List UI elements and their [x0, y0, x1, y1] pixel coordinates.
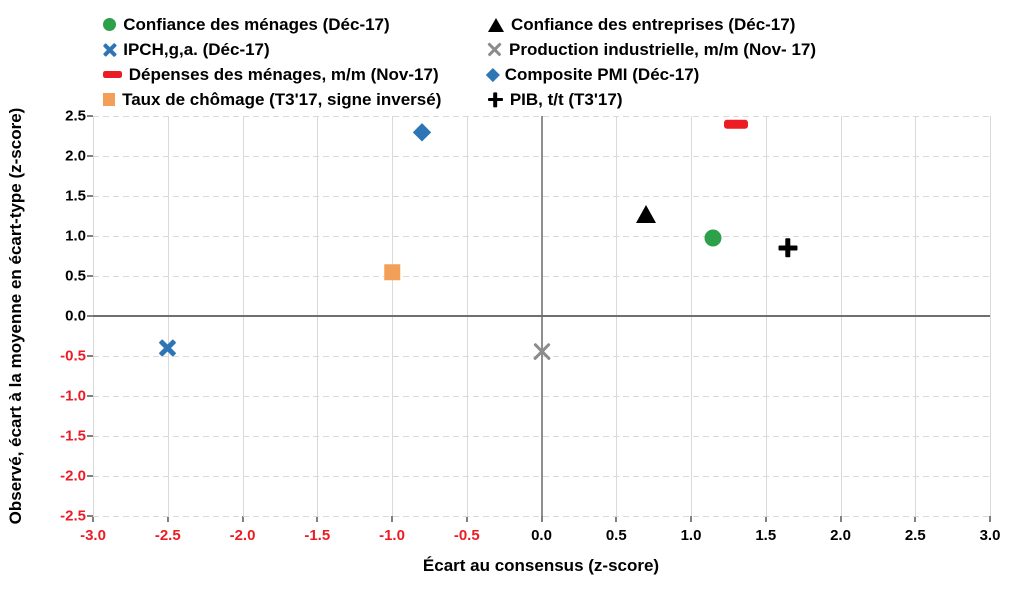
y-tick-mark — [87, 235, 93, 237]
y-tick-label: 0.0 — [65, 307, 86, 325]
legend-label: Production industrielle, m/m (Nov- 17) — [509, 39, 817, 59]
x-thin-marker — [488, 42, 503, 57]
x-tick-mark — [540, 516, 543, 522]
legend-label: Composite PMI (Déc-17) — [504, 64, 700, 84]
data-point-triangle — [636, 205, 657, 224]
y-tick-mark — [87, 115, 93, 117]
x-tick-mark — [316, 516, 319, 522]
y-tick-label: -2.5 — [60, 507, 86, 525]
legend-item-1: Confiance des entreprises (Déc-17) — [488, 15, 816, 35]
x-thin-marker — [532, 343, 551, 361]
x-tick-label: 0.0 — [531, 527, 552, 544]
gridline-vertical — [990, 116, 991, 516]
dash-marker — [103, 71, 122, 78]
y-tick-label: 1.5 — [65, 187, 86, 205]
y-tick-label: -1.5 — [60, 427, 86, 445]
legend-label: Taux de chômage (T3'17, signe inversé) — [122, 89, 442, 109]
diamond-marker — [413, 123, 431, 141]
y-tick-mark — [87, 475, 93, 477]
y-tick-mark — [87, 315, 93, 317]
data-point-x-bold — [158, 339, 177, 357]
x-axis-title: Écart au consensus (z-score) — [422, 556, 660, 575]
x-tick-mark — [989, 516, 991, 522]
legend-item-7: PIB, t/t (T3'17) — [488, 90, 816, 110]
y-tick-label: 2.0 — [65, 147, 86, 165]
y-tick-label: 1.0 — [65, 227, 86, 245]
circle-marker — [103, 17, 117, 32]
x-tick-label: -1.0 — [379, 527, 405, 544]
x-tick-mark — [92, 516, 94, 522]
y-tick-mark — [87, 155, 93, 157]
y-tick-label: -1.0 — [60, 387, 86, 405]
plus-marker — [778, 238, 798, 258]
x-bold-marker — [102, 42, 117, 57]
square-marker — [103, 93, 116, 106]
legend: Confiance des ménages (Déc-17) Confiance … — [102, 12, 816, 112]
y-tick-mark — [87, 435, 93, 437]
x-tick-mark — [764, 516, 767, 522]
circle-marker — [704, 229, 722, 247]
data-point-plus — [778, 238, 798, 258]
legend-label: Confiance des ménages (Déc-17) — [123, 14, 390, 34]
x-tick-label: 2.5 — [904, 527, 926, 544]
legend-item-6: Taux de chômage (T3'17, signe inversé) — [103, 90, 488, 110]
x-axis-tick-labels: -3.0 -2.5 -2.0 -1.5 -1.0 -0.5 0.0 0.5 1.0 1.5 2.0 2… — [80, 527, 1000, 547]
y-tick-mark — [87, 275, 93, 277]
x-tick-label: -0.5 — [453, 527, 480, 544]
legend-item-5: Composite PMI (Déc-17) — [485, 64, 816, 85]
square-marker — [384, 264, 400, 280]
y-tick-label: 0.5 — [65, 267, 86, 285]
triangle-marker — [636, 205, 657, 224]
y-tick-mark — [87, 195, 93, 197]
x-tick-label: 3.0 — [979, 527, 1001, 544]
x-tick-mark — [690, 516, 692, 522]
y-tick-mark — [87, 515, 93, 517]
legend-item-4: Dépenses des ménages, m/m (Nov-17) — [103, 65, 488, 85]
x-bold-marker — [158, 339, 177, 357]
x-tick-mark — [391, 516, 393, 522]
legend-label: PIB, t/t (T3'17) — [509, 89, 623, 109]
legend-label: IPCH,g,a. (Déc-17) — [123, 39, 270, 59]
data-point-diamond — [413, 123, 431, 141]
x-tick-mark — [465, 516, 468, 522]
dash-marker — [723, 119, 748, 129]
x-tick-label: -1.5 — [304, 527, 331, 544]
x-tick-mark — [166, 516, 169, 522]
data-point-circle — [704, 229, 722, 247]
x-tick-mark — [241, 516, 244, 522]
x-tick-mark — [839, 516, 842, 522]
y-tick-label: -0.5 — [60, 347, 86, 365]
x-tick-label: -2.5 — [154, 527, 181, 544]
x-tick-label: -3.0 — [80, 527, 106, 544]
x-tick-label: 0.5 — [605, 527, 627, 544]
y-zero-axis-line — [93, 315, 990, 317]
legend-item-0: Confiance des ménages (Déc-17) — [103, 15, 488, 35]
plot-area — [87, 115, 991, 522]
legend-item-2: IPCH,g,a. (Déc-17) — [102, 39, 488, 60]
x-tick-mark — [615, 516, 618, 522]
legend-label: Confiance des entreprises (Déc-17) — [511, 14, 796, 34]
gridline-horizontal — [93, 516, 990, 517]
data-point-square — [384, 264, 400, 280]
diamond-marker — [485, 67, 500, 82]
data-point-dash — [723, 119, 748, 129]
plus-marker — [488, 92, 503, 107]
y-tick-label: -2.0 — [60, 467, 86, 485]
x-tick-mark — [914, 516, 917, 522]
x-tick-label: -2.0 — [229, 527, 256, 544]
legend-item-3: Production industrielle, m/m (Nov- 17) — [488, 40, 816, 60]
data-point-x-thin — [532, 343, 551, 361]
y-tick-mark — [87, 355, 93, 357]
x-tick-label: 1.5 — [755, 527, 777, 544]
x-tick-label: 1.0 — [680, 527, 702, 544]
y-tick-label: 2.5 — [65, 107, 86, 125]
y-tick-mark — [87, 395, 93, 397]
y-axis-title: Observé, écart à la moyenne en écart-typ… — [6, 107, 25, 525]
x-tick-label: 2.0 — [830, 527, 851, 544]
triangle-marker — [488, 17, 504, 32]
y-axis-tick-labels: 2.5 2.0 1.5 1.0 0.5 0.0 -0.5 -1.0 -1.5 -2.0 -2.5 — [34, 108, 86, 525]
legend-label: Dépenses des ménages, m/m (Nov-17) — [128, 64, 439, 84]
